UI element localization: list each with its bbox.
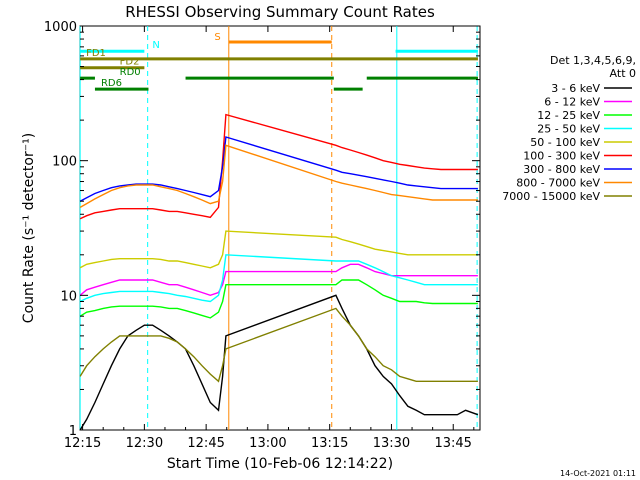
state-bar-label-n: N — [152, 40, 159, 51]
legend-entry-5: 100 - 300 keV — [523, 150, 600, 163]
series-line-2 — [79, 279, 478, 319]
state-bar-label-fd1: FD1 — [86, 48, 106, 59]
y-tick-label-2: 100 — [52, 155, 77, 170]
y-axis-label: Count Rate (s⁻¹ detector⁻¹) — [21, 133, 37, 323]
state-bar-label-rd0: RD0 — [120, 67, 141, 78]
timestamp: 14-Oct-2021 01:11 — [560, 469, 636, 478]
series-lines — [79, 113, 479, 431]
series-line-8 — [79, 307, 478, 383]
legend-header-1: Att 0 — [610, 67, 636, 80]
plot-area — [79, 25, 481, 431]
series-line-6 — [79, 136, 478, 202]
legend-header-0: Det 1,3,4,5,6,9, — [550, 54, 636, 67]
y-tick-label-0: 1 — [69, 424, 77, 439]
state-bar-label-fd2: FD2 — [120, 57, 140, 68]
state-bar-label-rd6: RD6 — [101, 78, 122, 89]
x-tick-label-5: 13:30 — [373, 436, 410, 451]
plot-frame — [79, 25, 481, 431]
series-line-4 — [79, 230, 478, 269]
y-tick-label-1: 10 — [60, 289, 77, 304]
x-tick-label-6: 13:45 — [434, 436, 471, 451]
x-tick-label-0: 12:15 — [64, 436, 101, 451]
series-line-5 — [79, 113, 478, 220]
legend-entry-2: 12 - 25 keV — [537, 109, 600, 122]
legend-entry-1: 6 - 12 keV — [544, 96, 600, 109]
axes: 12:15 12:30 12:45 13:00 13:15 13:30 13:45 1 10 10… — [44, 20, 480, 451]
state-bar-label-s: S — [214, 32, 220, 43]
chart-title: RHESSI Observing Summary Count Rates — [125, 3, 435, 21]
legend-entry-0: 3 - 6 keV — [551, 82, 600, 95]
legend-entry-4: 50 - 100 keV — [530, 136, 600, 149]
y-tick-label-3: 1000 — [44, 20, 77, 35]
legend-entry-8: 7000 - 15000 keV — [502, 190, 600, 203]
x-tick-label-4: 13:15 — [311, 436, 348, 451]
x-tick-label-3: 13:00 — [249, 436, 286, 451]
x-tick-label-2: 12:45 — [187, 436, 224, 451]
legend-entry-6: 300 - 800 keV — [523, 163, 600, 176]
legend-entry-7: 800 - 7000 keV — [516, 177, 600, 190]
series-line-3 — [79, 254, 478, 303]
event-marker-lines — [79, 26, 478, 430]
x-axis-label: Start Time (10-Feb-06 12:14:22) — [167, 456, 393, 472]
x-tick-label-1: 12:30 — [126, 436, 163, 451]
series-line-1 — [79, 263, 478, 297]
legend-entry-3: 25 - 50 keV — [537, 123, 600, 136]
series-line-7 — [79, 144, 478, 209]
